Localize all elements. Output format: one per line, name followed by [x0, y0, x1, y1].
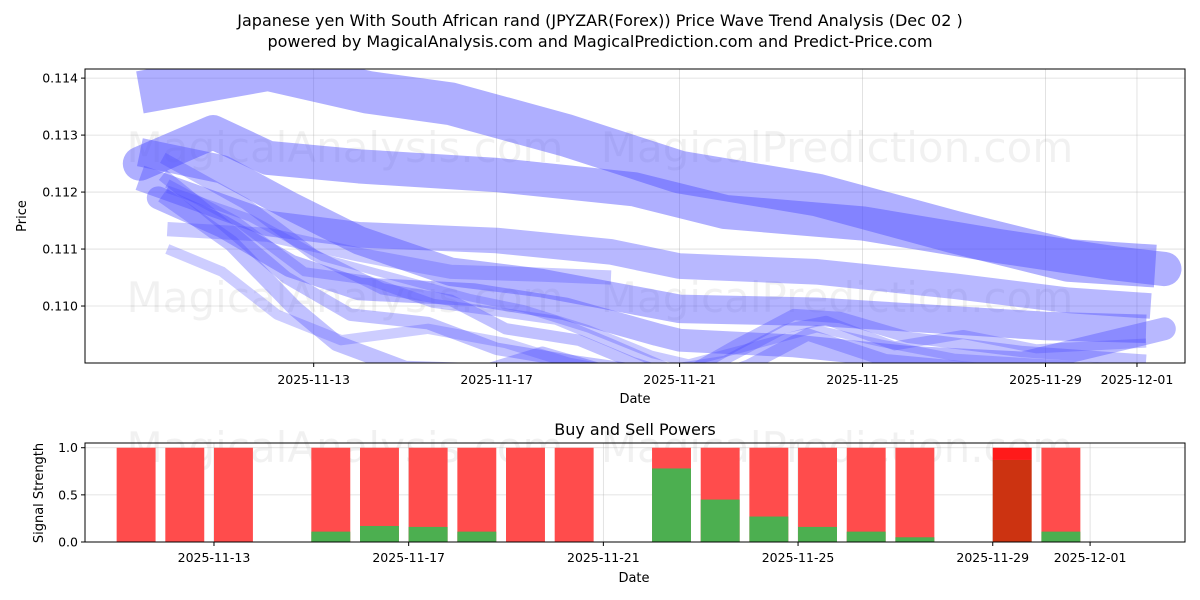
price-wave-band-4: [137, 138, 1147, 344]
buy-sell-x-tick-label: 2025-11-21: [567, 550, 640, 565]
price-wave-band-6: [158, 188, 601, 363]
buy-sell-plot-frame: [84, 442, 1186, 543]
sell-power-bar-4: [311, 447, 351, 542]
buy-power-bar-17: [1041, 531, 1081, 542]
buy-sell-title: Buy and Sell Powers: [554, 420, 716, 439]
price-x-ticks: 2025-11-13 2025-11-17 2025-11-21 2025-11-25…: [277, 363, 1173, 387]
price-x-tick-label: 2025-11-21: [643, 372, 716, 387]
sell-power-bar-8: [506, 447, 545, 542]
buy-power-bar-4: [311, 531, 351, 542]
price-wave-band-9: [165, 179, 1147, 363]
price-grid: [85, 69, 1185, 363]
price-wave-band-8: [160, 152, 1147, 363]
figure-title-line1: Japanese yen With South African rand (JP…: [236, 11, 962, 30]
price-wave-band-5: [146, 186, 1176, 363]
price-wave-band-12: [165, 244, 600, 363]
buy-sell-x-ticks: 2025-11-13 2025-11-17 2025-11-21 2025-11-25…: [178, 542, 1127, 565]
price-plot-background: [85, 69, 1185, 363]
buy-sell-bars: [116, 447, 1081, 542]
buy-sell-y-tick-label: 0.0: [58, 535, 78, 550]
buy-sell-bar-mixed-16: [992, 459, 1032, 542]
buy-sell-y-tick-label: 0.5: [58, 487, 78, 502]
buy-sell-y-ticks: 0.0 0.5 1.0: [58, 440, 85, 550]
sell-power-bar-15: [895, 447, 935, 542]
price-watermark-left: MagicalAnalysis.com: [127, 123, 564, 172]
buy-sell-x-tick-label: 2025-12-01: [1054, 550, 1127, 565]
sell-power-bar-6: [408, 447, 448, 542]
buy-power-bar-5: [360, 525, 399, 542]
price-x-tick-label: 2025-11-13: [277, 372, 350, 387]
buy-power-bar-15: [895, 537, 935, 542]
buy-power-bar-13: [798, 526, 837, 542]
price-wave-band-3: [135, 165, 1152, 319]
buy-power-bar-11: [700, 499, 740, 542]
price-wave-band-1: [136, 69, 1157, 288]
sell-power-bar-17: [1041, 447, 1081, 542]
sell-power-bar-2: [165, 447, 205, 542]
buy-power-bar-7: [457, 531, 497, 542]
price-y-ticks: 0.110 0.111 0.112 0.113 0.114: [42, 71, 85, 314]
price-y-tick-label: 0.112: [42, 185, 78, 200]
price-x-axis-label: Date: [619, 392, 650, 407]
price-wave-chart: MagicalAnalysis.com MagicalPrediction.co…: [15, 68, 1186, 407]
buy-sell-bar-mixed-top-16: [992, 447, 1032, 460]
price-y-tick-label: 0.114: [42, 71, 78, 86]
price-y-tick-label: 0.113: [42, 128, 78, 143]
price-y-axis-label: Price: [15, 200, 30, 232]
figure-title-line2: powered by MagicalAnalysis.com and Magic…: [267, 32, 932, 51]
price-wave-band-2: [122, 115, 1182, 287]
buy-power-bar-12: [749, 516, 789, 542]
buy-sell-x-axis-label: Date: [618, 571, 649, 586]
sell-power-bar-9: [554, 447, 594, 542]
buy-power-bar-6: [408, 526, 448, 542]
price-wave-band-7: [158, 170, 981, 363]
buy-sell-chart: Buy and Sell Powers MagicalAnalysis.com …: [32, 420, 1186, 586]
price-x-tick-label: 2025-11-29: [1009, 372, 1082, 387]
price-wave-band-10: [166, 185, 1111, 363]
price-x-tick-label: 2025-11-25: [826, 372, 899, 387]
sell-power-bar-13: [798, 447, 837, 542]
price-y-tick-label: 0.110: [42, 299, 78, 314]
buy-sell-x-tick-label: 2025-11-13: [178, 550, 251, 565]
price-x-tick-label: 2025-12-01: [1101, 372, 1174, 387]
price-y-tick-label: 0.111: [42, 242, 78, 257]
price-x-tick-label: 2025-11-17: [460, 372, 533, 387]
buy-sell-y-axis-label: Signal Strength: [32, 443, 47, 543]
price-waves: [122, 69, 1182, 363]
sell-power-bar-14: [846, 447, 886, 542]
buy-power-bar-14: [846, 531, 886, 542]
sell-power-bar-3: [213, 447, 253, 542]
price-plot-frame: [84, 68, 1186, 364]
sell-power-bar-7: [457, 447, 497, 542]
price-watermark-right: MagicalPrediction.com: [601, 123, 1074, 172]
sell-power-bar-1: [116, 447, 156, 542]
buy-sell-x-tick-label: 2025-11-29: [956, 550, 1029, 565]
buy-sell-x-tick-label: 2025-11-25: [762, 550, 835, 565]
price-watermark-right-2: MagicalPrediction.com: [601, 273, 1074, 322]
buy-sell-y-tick-label: 1.0: [58, 440, 78, 455]
buy-sell-x-tick-label: 2025-11-17: [372, 550, 445, 565]
price-wave-band-11: [166, 222, 612, 285]
price-watermark-left-2: MagicalAnalysis.com: [127, 273, 564, 322]
buy-power-bar-10: [652, 468, 691, 542]
